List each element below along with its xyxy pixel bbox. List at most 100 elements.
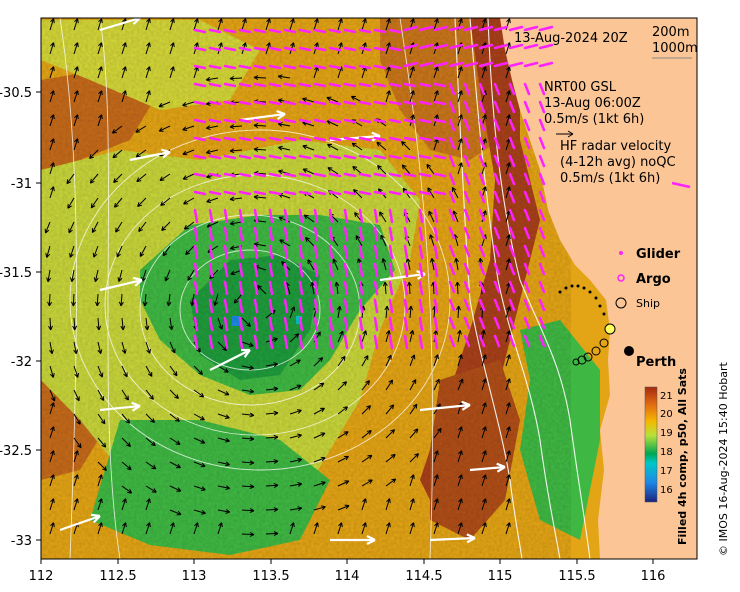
hf-arrow (538, 208, 546, 222)
hf-arrow (418, 316, 424, 332)
hf-arrow (478, 118, 486, 132)
hf-arrow (433, 226, 439, 242)
hf-arrow (373, 28, 387, 34)
model-arrow (253, 123, 267, 128)
hf-arrow (193, 154, 207, 160)
model-arrow (136, 173, 147, 183)
hf-arrow (208, 100, 222, 106)
hf-arrow (328, 118, 342, 124)
hf-arrow (313, 154, 327, 160)
hf-arrow (493, 226, 501, 240)
model-arrow (377, 165, 387, 175)
model-arrow (112, 149, 123, 159)
hf-arrow (253, 334, 259, 350)
hf-arrow (223, 208, 229, 224)
hf-arrow (238, 262, 244, 278)
hf-arrow (343, 280, 349, 296)
hf-arrow (538, 118, 546, 132)
model-arrow (409, 66, 415, 79)
model-arrow (289, 306, 296, 319)
model-arrow (451, 186, 459, 199)
model-arrow (229, 76, 243, 81)
hf-arrow (253, 46, 267, 52)
hf-arrow (298, 280, 304, 296)
hf-arrow (478, 262, 486, 276)
depth-label-200m: 200m (652, 25, 689, 40)
hf-arrow (388, 46, 402, 52)
hf-arrow (463, 43, 479, 50)
hf-arrow (343, 28, 357, 34)
perth-marker[interactable] (624, 346, 634, 356)
argo-legend-icon (617, 274, 625, 282)
model-arrow (121, 498, 127, 511)
ship-vector (429, 533, 476, 544)
hf-arrow (208, 190, 222, 196)
model-arrow (505, 234, 511, 247)
model-arrow (277, 74, 291, 80)
hf-arrow (328, 136, 342, 142)
model-arrow (233, 293, 243, 304)
hf-arrow (463, 190, 471, 204)
model-arrow (193, 509, 206, 515)
hf-arrow (193, 118, 207, 124)
model-arrow (183, 221, 195, 230)
hf-arrow (343, 172, 357, 178)
hf-arrow (433, 244, 439, 260)
model-arrow (241, 532, 255, 537)
hf-arrow (358, 46, 372, 52)
hf-arrow (418, 280, 424, 296)
hf-arrow (193, 172, 207, 178)
hf-arrow (313, 280, 319, 296)
hf-arrow (433, 172, 447, 178)
model-arrow (265, 507, 279, 513)
hf-arrow (403, 316, 409, 332)
hf-arrow (418, 61, 434, 68)
model-arrow (253, 194, 267, 200)
model-arrow (158, 101, 171, 108)
hf-arrow (478, 61, 494, 68)
hf-arrow (283, 172, 297, 178)
hf-arrow (478, 190, 486, 204)
hf-arrow (358, 226, 364, 242)
hf-arrow (373, 64, 387, 70)
hf-arrow (343, 298, 349, 314)
model-arrow (379, 211, 387, 223)
colorbar-tick-19: 19 (660, 428, 673, 439)
hf-arrow (493, 172, 501, 186)
hf-arrow (418, 136, 432, 142)
hf-arrow (538, 154, 546, 168)
hf-arrow (373, 334, 379, 350)
hf-arrow (343, 334, 349, 350)
model-arrow (73, 413, 81, 425)
model-arrow (135, 149, 147, 158)
model-arrow (169, 437, 181, 445)
hf-arrow (493, 82, 501, 96)
hf-arrow (388, 226, 394, 242)
model-arrow (49, 402, 55, 415)
hf-arrow (283, 262, 289, 278)
hf-arrow (403, 118, 417, 124)
model-arrow (505, 114, 511, 127)
hf-arrow (373, 154, 387, 160)
model-arrow (351, 142, 363, 151)
hf-arrow (238, 334, 244, 350)
hf-arrow (238, 208, 244, 224)
model-arrow (69, 245, 75, 258)
model-arrow (97, 437, 107, 448)
hf-arrow (538, 61, 554, 68)
model-arrow (409, 474, 415, 487)
y-tick-31: -31 (11, 177, 32, 192)
hf-arrow (313, 190, 327, 196)
ship-vector (330, 535, 376, 545)
model-arrow (73, 498, 79, 511)
hf-arrow (403, 61, 419, 68)
model-arrow (380, 234, 387, 247)
ship-vector (209, 348, 251, 371)
hf-arrow (538, 100, 546, 114)
model-arrow (169, 42, 175, 55)
model-arrow (289, 482, 303, 487)
model-arrow (97, 90, 103, 103)
model-arrow (385, 404, 395, 415)
hf-arrow (508, 25, 524, 32)
hf-arrow (373, 172, 387, 178)
